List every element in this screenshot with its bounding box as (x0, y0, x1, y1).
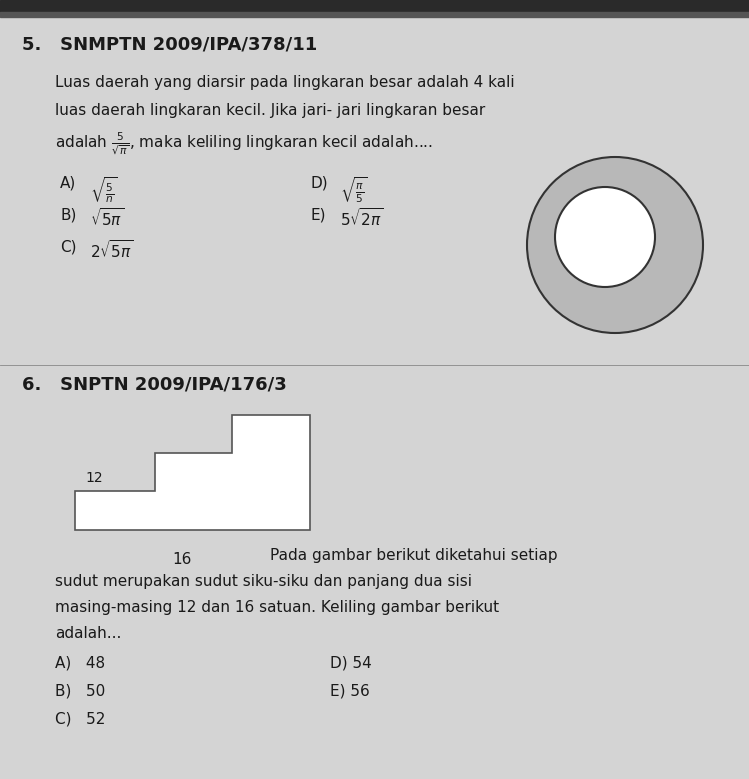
Circle shape (555, 187, 655, 287)
Text: A): A) (60, 175, 76, 190)
Text: $2\sqrt{5\pi}$: $2\sqrt{5\pi}$ (90, 239, 134, 261)
Text: sudut merupakan sudut siku-siku dan panjang dua sisi: sudut merupakan sudut siku-siku dan panj… (55, 574, 472, 589)
Text: B): B) (60, 207, 76, 222)
Text: 6.   SNPTN 2009/IPA/176/3: 6. SNPTN 2009/IPA/176/3 (22, 375, 287, 393)
Text: C)   52: C) 52 (55, 712, 106, 727)
Text: $5\sqrt{2\pi}$: $5\sqrt{2\pi}$ (340, 207, 383, 229)
Text: 12: 12 (85, 471, 103, 485)
Bar (0, 12, 749, 17)
Polygon shape (75, 415, 310, 530)
Text: E) 56: E) 56 (330, 684, 370, 699)
Text: $\sqrt{\frac{5}{n}}$: $\sqrt{\frac{5}{n}}$ (90, 175, 118, 205)
Text: D): D) (310, 175, 327, 190)
Text: masing-masing 12 dan 16 satuan. Keliling gambar berikut: masing-masing 12 dan 16 satuan. Keliling… (55, 600, 499, 615)
Text: adalah $\frac{5}{\sqrt{\pi}}$, maka keliling lingkaran kecil adalah....: adalah $\frac{5}{\sqrt{\pi}}$, maka keli… (55, 131, 433, 157)
Text: E): E) (310, 207, 326, 222)
Text: D) 54: D) 54 (330, 656, 372, 671)
Text: C): C) (60, 239, 76, 254)
Text: 16: 16 (173, 552, 192, 567)
Text: 5.   SNMPTN 2009/IPA/378/11: 5. SNMPTN 2009/IPA/378/11 (22, 35, 318, 53)
Text: Luas daerah yang diarsir pada lingkaran besar adalah 4 kali: Luas daerah yang diarsir pada lingkaran … (55, 75, 515, 90)
Text: $\sqrt{5\pi}$: $\sqrt{5\pi}$ (90, 207, 124, 229)
Text: $\sqrt{\frac{\pi}{5}}$: $\sqrt{\frac{\pi}{5}}$ (340, 175, 368, 205)
Text: A)   48: A) 48 (55, 656, 105, 671)
Text: adalah...: adalah... (55, 626, 121, 641)
Text: Pada gambar berikut diketahui setiap: Pada gambar berikut diketahui setiap (270, 548, 557, 563)
Circle shape (527, 157, 703, 333)
Text: B)   50: B) 50 (55, 684, 106, 699)
Text: luas daerah lingkaran kecil. Jika jari- jari lingkaran besar: luas daerah lingkaran kecil. Jika jari- … (55, 103, 485, 118)
Bar (0, 0, 749, 12)
